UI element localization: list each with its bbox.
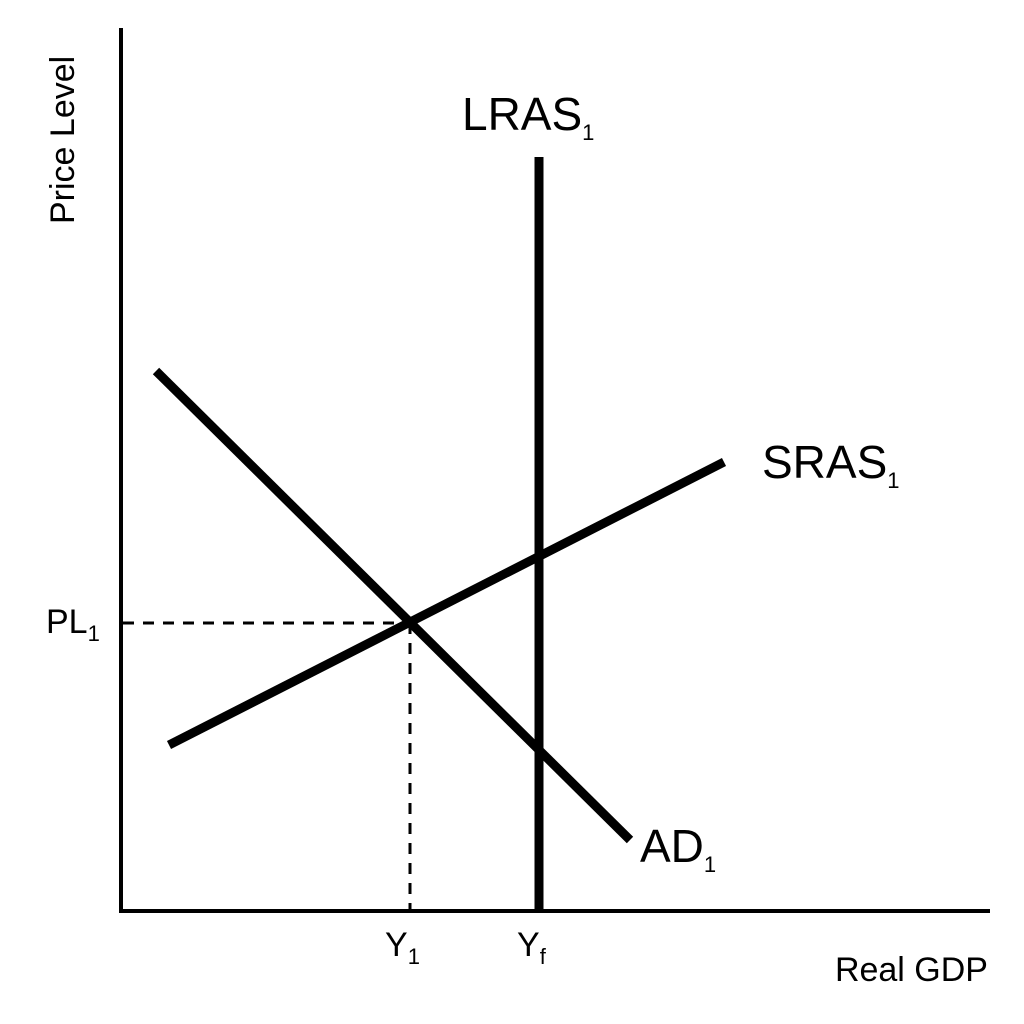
ad-curve [152,367,634,844]
ad-label: AD1 [640,820,716,877]
lras-label: LRAS1 [462,88,594,145]
price-level-tick-label: PL1 [46,603,100,646]
sras-curve [166,457,727,750]
x-axis-title: Real GDP [835,951,988,989]
sras-label: SRAS1 [762,436,900,493]
yf-tick-label: Yf [517,926,547,969]
y1-tick-label: Y1 [385,926,420,969]
y-axis-title: Price Level [44,56,82,224]
